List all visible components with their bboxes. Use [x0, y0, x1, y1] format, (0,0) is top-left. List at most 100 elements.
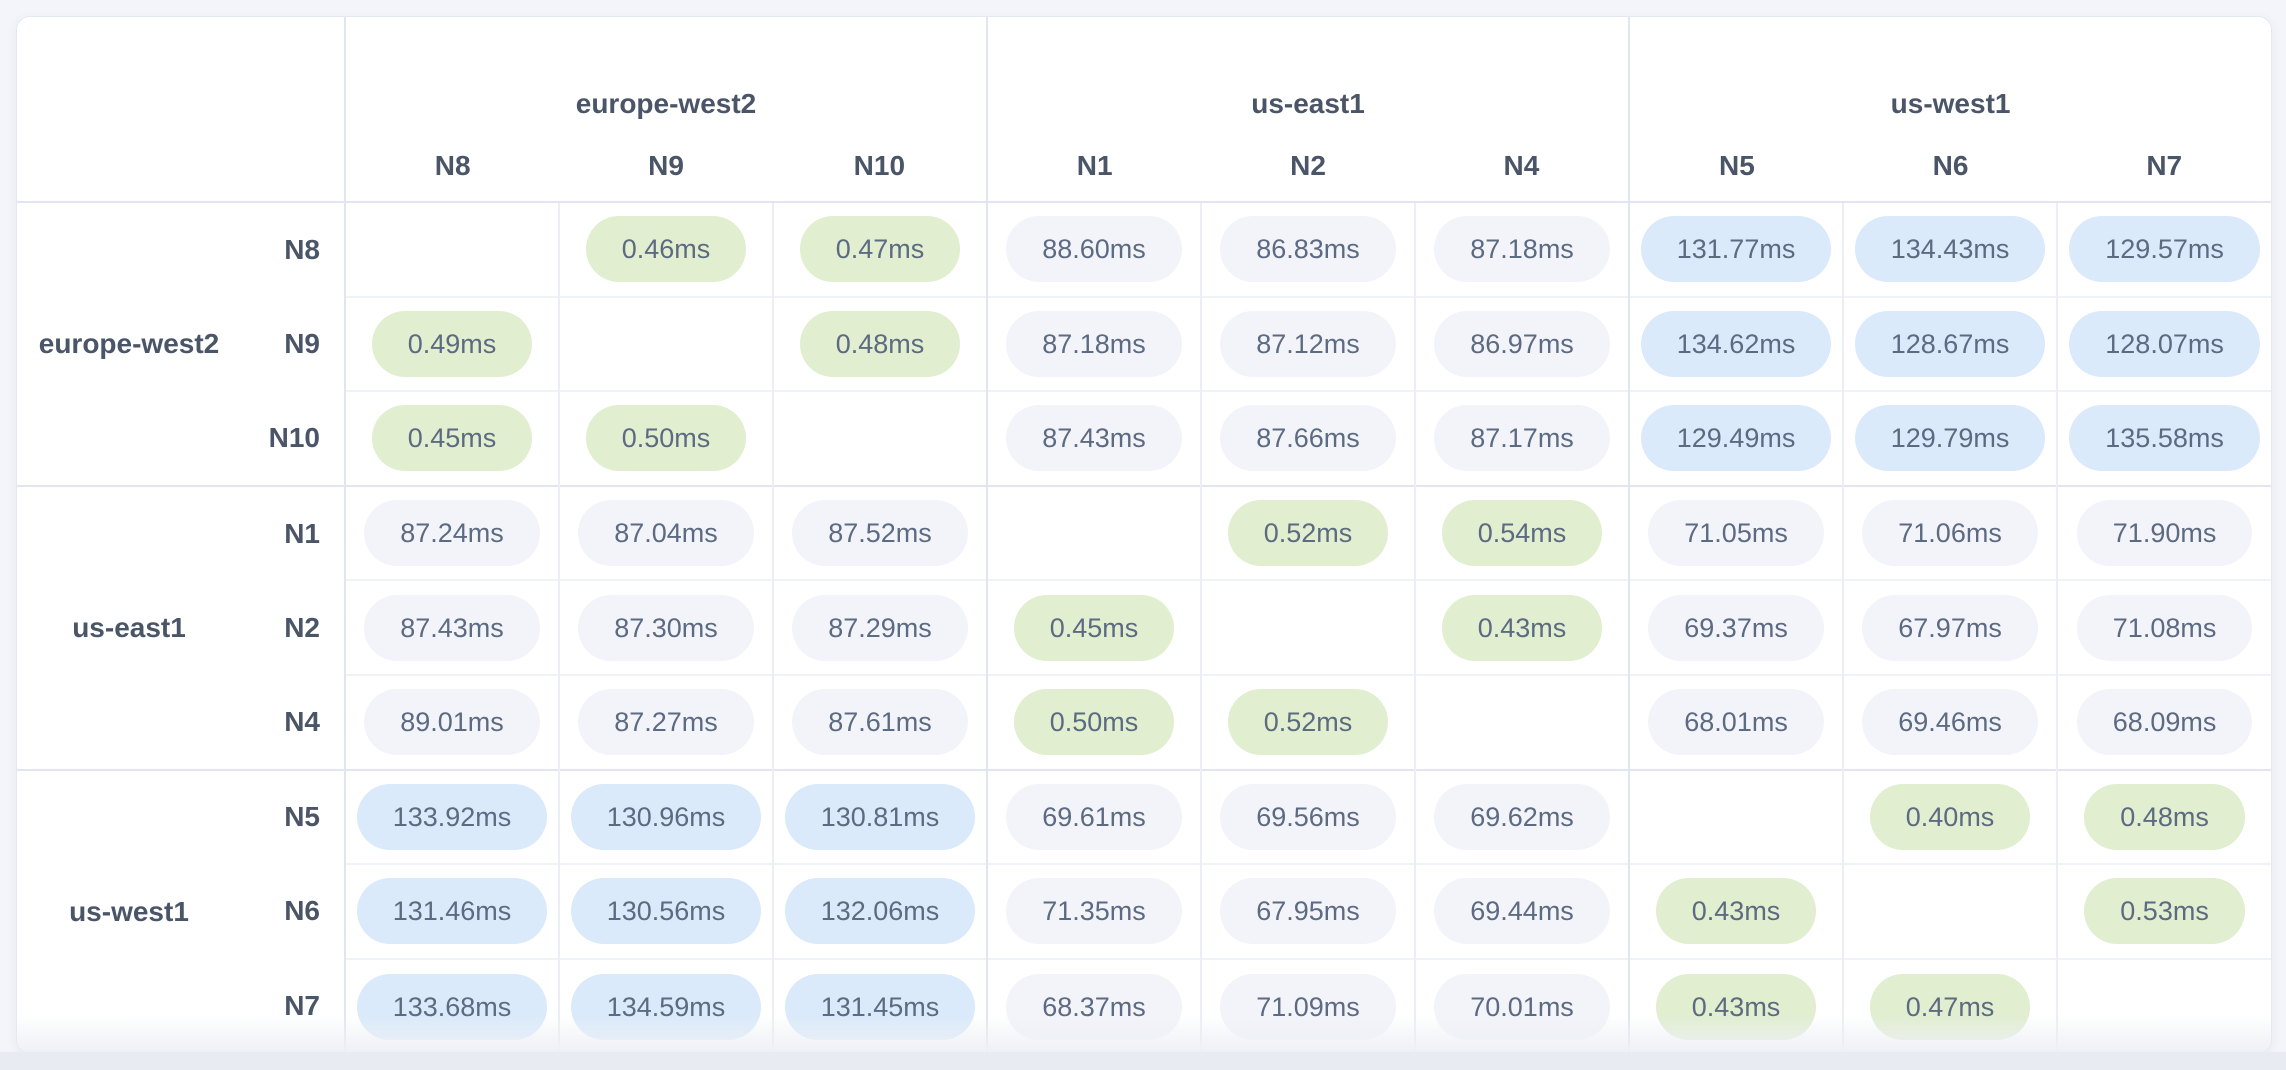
column-region-label: europe-west2 — [575, 88, 757, 119]
latency-cell: 134.62ms — [1628, 295, 1844, 392]
column-node-label: N7 — [2146, 150, 2183, 181]
latency-value-pill: 71.05ms — [1648, 500, 1824, 567]
latency-cell: 133.92ms — [344, 768, 559, 865]
latency-cell: 0.47ms — [1842, 957, 2058, 1053]
column-node-label: N10 — [853, 150, 906, 181]
latency-cell-self — [1414, 673, 1630, 770]
latency-value-pill: 68.09ms — [2076, 689, 2253, 756]
latency-value-pill: 87.18ms — [1006, 310, 1182, 377]
latency-value-pill: 87.12ms — [1220, 310, 1396, 377]
latency-cell: 69.61ms — [986, 768, 1202, 865]
latency-cell: 130.96ms — [558, 768, 773, 865]
latency-cell: 0.50ms — [986, 673, 1202, 770]
latency-cell: 128.07ms — [2056, 295, 2271, 392]
latency-value-pill: 133.68ms — [356, 973, 548, 1040]
latency-cell: 0.54ms — [1414, 484, 1630, 581]
latency-cell: 69.56ms — [1200, 768, 1416, 865]
matrix-row: europe-west2 N8 0.46ms 0.47ms 88.60ms 86.83ms… — [17, 202, 2271, 359]
latency-value-pill: 0.46ms — [585, 216, 747, 283]
row-node-label: N5 — [241, 768, 345, 865]
matrix-row: N4 89.01ms 87.27ms 87.61ms 0.50ms 0.52ms 68.01… — [17, 673, 2271, 770]
latency-value-pill: 87.61ms — [792, 689, 968, 756]
latency-cell-self — [771, 390, 988, 486]
matrix-body: europe-west2 N8 0.46ms 0.47ms 88.60ms 86.83ms… — [17, 202, 2271, 1053]
latency-cell: 0.48ms — [2056, 768, 2271, 865]
latency-cell: 87.30ms — [558, 579, 773, 675]
latency-value-pill: 67.97ms — [1862, 594, 2038, 661]
row-node-label: N6 — [284, 895, 320, 927]
latency-cell: 0.52ms — [1200, 673, 1416, 770]
latency-cell: 128.67ms — [1842, 295, 2058, 392]
latency-cell: 87.52ms — [771, 484, 988, 581]
latency-value-pill: 0.49ms — [371, 310, 533, 377]
latency-value-pill: 131.77ms — [1640, 216, 1832, 283]
latency-value-pill: 69.62ms — [1434, 783, 1610, 850]
latency-cell: 131.45ms — [771, 957, 988, 1053]
latency-cell: 67.95ms — [1200, 863, 1416, 959]
latency-value-pill: 87.43ms — [1006, 405, 1182, 472]
latency-value-pill: 0.40ms — [1869, 783, 2031, 850]
column-group-header: us-east1 N1 N2 N4 — [986, 17, 1630, 203]
column-group-header: europe-west2 N8 N9 N10 — [343, 17, 988, 203]
latency-cell: 132.06ms — [771, 863, 988, 959]
latency-cell: 87.24ms — [344, 484, 559, 581]
bottom-page-strip — [0, 1052, 2286, 1070]
latency-value-pill: 86.83ms — [1220, 216, 1396, 283]
latency-value-pill: 130.56ms — [570, 878, 762, 945]
latency-cell: 87.29ms — [771, 579, 988, 675]
latency-value-pill: 0.48ms — [799, 310, 961, 377]
latency-value-pill: 69.44ms — [1434, 878, 1610, 945]
latency-cell-self — [986, 484, 1202, 581]
latency-value-pill: 69.46ms — [1862, 689, 2038, 756]
latency-value-pill: 131.46ms — [356, 878, 548, 945]
column-region-label: us-west1 — [1890, 88, 2011, 119]
latency-cell: 133.68ms — [344, 957, 559, 1053]
latency-value-pill: 0.52ms — [1227, 689, 1389, 756]
column-node-label: N2 — [1290, 150, 1326, 181]
latency-cell: 0.45ms — [344, 390, 559, 486]
latency-value-pill: 0.45ms — [371, 405, 533, 472]
latency-cell: 0.40ms — [1842, 768, 2058, 865]
latency-value-pill: 0.47ms — [1869, 973, 2031, 1040]
latency-cell: 89.01ms — [344, 673, 559, 770]
matrix-row: us-west1 N5 133.92ms 130.96ms 130.81ms 69.61m… — [17, 768, 2271, 1053]
latency-cell: 71.35ms — [986, 863, 1202, 959]
matrix-row: N9 0.49ms 0.48ms 87.18ms 87.12ms 86.97ms 134.6… — [17, 295, 2271, 392]
latency-cell: 71.06ms — [1842, 484, 2058, 581]
latency-cell: 68.37ms — [986, 957, 1202, 1053]
latency-value-pill: 128.67ms — [1854, 310, 2046, 377]
latency-cell-self — [558, 295, 773, 392]
matrix-header: europe-west2 N8 N9 N10 us-east1 N1 N2 N4 us-west… — [17, 17, 2271, 203]
latency-value-pill: 88.60ms — [1006, 216, 1182, 283]
latency-cell: 131.46ms — [344, 863, 559, 959]
latency-value-pill: 87.17ms — [1434, 405, 1610, 472]
latency-value-pill: 0.54ms — [1441, 500, 1603, 567]
latency-value-pill: 67.95ms — [1220, 878, 1396, 945]
matrix-row: N7 133.68ms 134.59ms 131.45ms 68.37ms 71.09ms… — [17, 957, 2271, 1053]
latency-value-pill: 0.43ms — [1441, 594, 1603, 661]
latency-cell: 87.66ms — [1200, 390, 1416, 486]
latency-value-pill: 0.45ms — [1013, 594, 1175, 661]
latency-matrix-table: europe-west2 N8 N9 N10 us-east1 N1 N2 N4 us-west… — [17, 17, 2271, 1053]
latency-cell: 68.01ms — [1628, 673, 1844, 770]
column-node-label: N6 — [1932, 150, 1969, 181]
latency-value-pill: 133.92ms — [356, 783, 548, 850]
row-node-label: N1 — [241, 484, 345, 581]
latency-cell: 0.43ms — [1414, 579, 1630, 675]
latency-cell: 0.48ms — [771, 295, 988, 392]
latency-cell: 134.59ms — [558, 957, 773, 1053]
latency-value-pill: 70.01ms — [1434, 973, 1610, 1040]
latency-value-pill: 69.56ms — [1220, 783, 1396, 850]
latency-value-pill: 87.43ms — [364, 594, 540, 661]
column-node-label: N8 — [434, 150, 471, 181]
latency-cell: 129.57ms — [2056, 202, 2271, 297]
latency-cell: 69.44ms — [1414, 863, 1630, 959]
latency-value-pill: 87.29ms — [792, 594, 968, 661]
network-latency-matrix-card: europe-west2 N8 N9 N10 us-east1 N1 N2 N4 us-west… — [16, 16, 2272, 1054]
latency-value-pill: 134.62ms — [1640, 310, 1832, 377]
latency-cell: 71.08ms — [2056, 579, 2271, 675]
latency-value-pill: 0.50ms — [1013, 689, 1175, 756]
latency-cell: 86.83ms — [1200, 202, 1416, 297]
latency-value-pill: 0.43ms — [1655, 973, 1817, 1040]
